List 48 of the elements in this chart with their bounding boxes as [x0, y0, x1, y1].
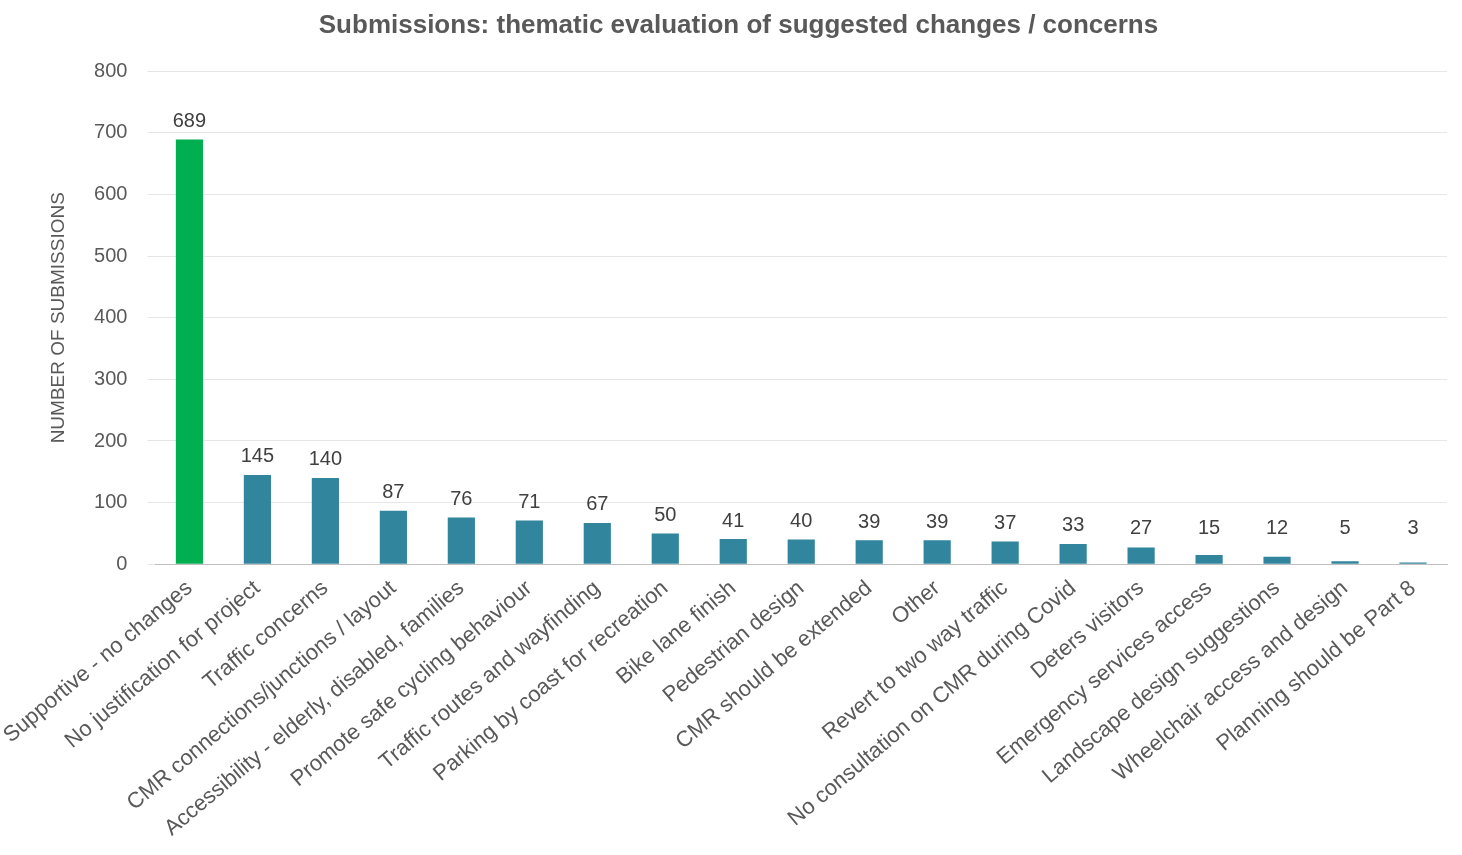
y-tick-label: 800	[94, 58, 128, 81]
bar	[787, 539, 815, 564]
bar	[719, 538, 747, 564]
y-tick-label: 600	[94, 181, 128, 204]
bar	[1127, 547, 1155, 564]
bar	[583, 522, 611, 564]
data-label: 15	[1197, 515, 1221, 538]
data-label: 41	[722, 508, 745, 531]
data-label: 67	[586, 492, 609, 515]
data-label: 76	[450, 486, 473, 509]
bar	[1331, 561, 1359, 564]
bar	[447, 517, 475, 564]
bar	[991, 541, 1019, 564]
bar	[1059, 543, 1087, 564]
data-label: 39	[858, 509, 881, 532]
data-label: 87	[382, 480, 405, 503]
y-tick-label: 400	[94, 305, 128, 328]
bar	[243, 474, 272, 564]
y-axis-title: NUMBER OF SUBMISSIONS	[46, 192, 68, 444]
bar	[1195, 555, 1223, 564]
y-tick-label: 300	[94, 366, 128, 389]
bar	[311, 477, 339, 564]
data-label: 33	[1062, 513, 1085, 536]
data-label: 5	[1339, 515, 1351, 538]
data-label: 71	[518, 490, 541, 513]
data-label: 40	[790, 509, 813, 532]
y-tick-label: 700	[94, 120, 128, 143]
y-tick-label: 200	[94, 428, 128, 451]
data-label: 12	[1265, 515, 1289, 538]
chart-title: Submissions: thematic evaluation of suggested changes / concerns	[318, 8, 1159, 39]
bar	[515, 520, 543, 564]
data-label: 39	[926, 509, 949, 532]
bar	[175, 139, 204, 564]
y-tick-label: 0	[116, 551, 128, 574]
bar	[379, 510, 407, 564]
data-label: 3	[1407, 515, 1419, 538]
y-tick-label: 100	[94, 490, 128, 513]
data-label: 27	[1129, 515, 1153, 538]
data-label: 689	[172, 109, 207, 132]
bar	[855, 540, 883, 564]
data-label: 37	[994, 510, 1017, 533]
bar	[1263, 556, 1291, 564]
data-label: 50	[654, 502, 677, 525]
y-tick-label: 500	[94, 243, 128, 266]
bar	[923, 540, 951, 564]
bar	[651, 533, 679, 564]
data-label: 145	[240, 444, 275, 467]
data-label: 140	[308, 447, 343, 470]
